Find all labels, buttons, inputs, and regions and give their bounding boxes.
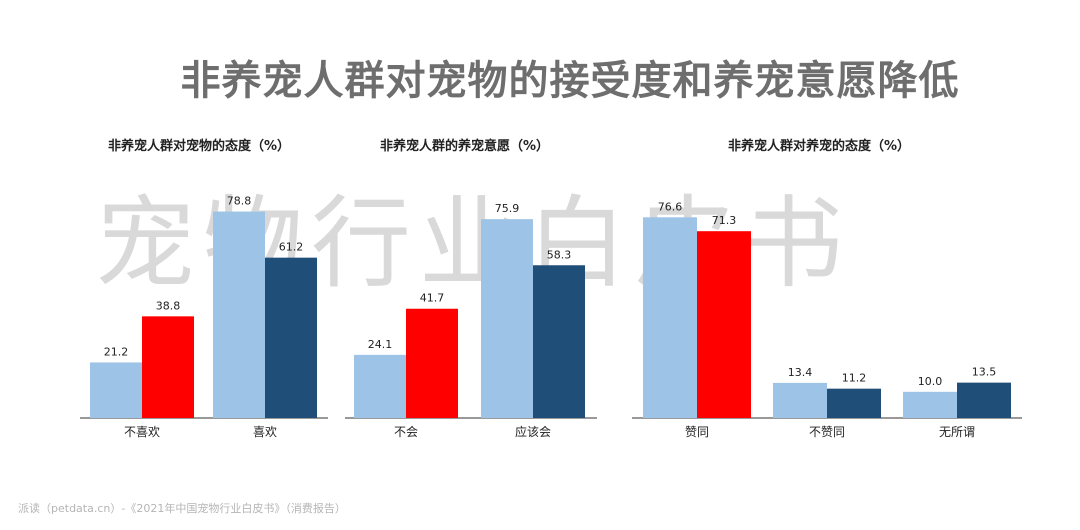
chart-3-title: 非养宠人群对养宠的态度（%） <box>728 139 911 154</box>
chart-3-category-label: 无所谓 <box>939 425 975 439</box>
chart-2-data-label: 58.3 <box>547 248 572 261</box>
chart-2-data-label: 75.9 <box>495 202 520 215</box>
chart-3-bar <box>773 382 827 418</box>
chart-2-title: 非养宠人群的养宠意愿（%） <box>380 139 550 154</box>
chart-3-data-label: 11.2 <box>842 372 867 385</box>
chart-2-category-label: 应该会 <box>515 424 551 439</box>
chart-1-category-label: 喜欢 <box>253 424 277 439</box>
chart-2-bar <box>533 265 585 418</box>
chart-3-bar <box>643 217 697 418</box>
chart-2-bar <box>481 219 533 418</box>
source-footer: 派读（petdata.cn）-《2021年中国宠物行业白皮书》（消费报告） <box>18 502 346 515</box>
chart-1-bar <box>213 211 265 418</box>
chart-2-data-label: 41.7 <box>420 292 445 305</box>
chart-3-bar <box>697 231 751 418</box>
chart-1-title: 非养宠人群对宠物的态度（%） <box>108 139 291 154</box>
chart-1-data-label: 61.2 <box>279 241 304 254</box>
chart-3-bar <box>827 388 881 418</box>
chart-2-bar <box>354 354 406 418</box>
chart-1-bar <box>265 257 317 418</box>
chart-1-data-label: 21.2 <box>104 345 129 358</box>
chart-3-data-label: 10.0 <box>918 375 943 388</box>
chart-1-bar <box>142 316 194 418</box>
chart-3-data-label: 13.5 <box>972 366 997 379</box>
chart-1-category-label: 不喜欢 <box>124 424 160 439</box>
chart-2-data-label: 24.1 <box>368 338 393 351</box>
chart-1-bar <box>90 362 142 418</box>
chart-1-data-label: 78.8 <box>227 195 252 208</box>
chart-3-data-label: 13.4 <box>788 366 813 379</box>
chart-3-data-label: 76.6 <box>658 200 683 213</box>
chart-1-data-label: 38.8 <box>156 299 181 312</box>
chart-3-bar <box>957 382 1011 418</box>
chart-2-bar <box>406 308 458 418</box>
chart-3-category-label: 赞同 <box>685 425 709 439</box>
chart-3-data-label: 71.3 <box>712 214 737 227</box>
chart-2-category-label: 不会 <box>394 425 418 439</box>
chart-3-bar <box>903 391 957 418</box>
page-title: 非养宠人群对宠物的接受度和养宠意愿降低 <box>180 58 960 104</box>
chart-3-category-label: 不赞同 <box>809 425 845 439</box>
